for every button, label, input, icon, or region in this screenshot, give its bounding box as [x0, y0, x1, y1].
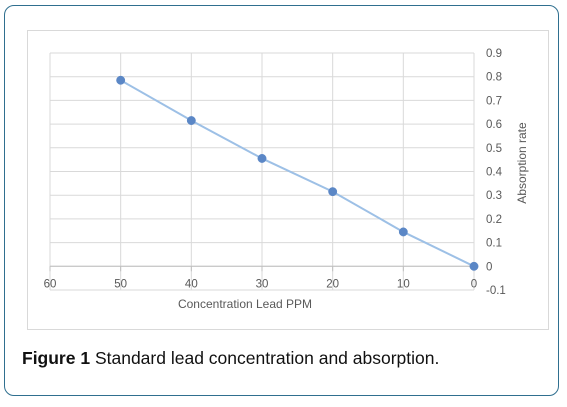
- x-tick-label: 50: [114, 278, 127, 290]
- y-tick-label: 0: [486, 261, 492, 273]
- series-layer: [116, 75, 479, 271]
- data-point: [116, 75, 126, 85]
- x-tick-label: 30: [256, 278, 269, 290]
- data-point: [469, 261, 479, 271]
- y-tick-label: 0.7: [486, 95, 502, 107]
- figure-frame: 60 50 40 30 20 10 0 -0.1 0 0.1 0.2 0.3 0.4 0.5 0.6 0.7…: [4, 5, 559, 396]
- line-chart: 60 50 40 30 20 10 0 -0.1 0 0.1 0.2 0.3 0.4 0.5 0.6 0.7…: [44, 48, 529, 311]
- figure-label: Figure 1: [22, 348, 91, 368]
- gridlines: [49, 52, 475, 291]
- x-tick-label: 20: [326, 278, 339, 290]
- x-tick-label: 60: [44, 278, 57, 290]
- y-tick-label: 0.6: [486, 119, 502, 131]
- x-tick-label: 0: [471, 278, 477, 290]
- y-tick-labels: -0.1 0 0.1 0.2 0.3 0.4 0.5 0.6 0.7 0.8 0.9: [486, 48, 506, 297]
- data-point: [398, 227, 408, 237]
- y-axis-title: Absorption rate: [515, 122, 529, 204]
- y-tick-label: 0.4: [486, 167, 503, 179]
- figure-caption: Figure 1 Standard lead concentration and…: [22, 348, 439, 369]
- data-point: [328, 187, 338, 197]
- y-tick-label: 0.1: [486, 238, 502, 250]
- x-tick-labels: 60 50 40 30 20 10 0: [44, 278, 478, 290]
- y-tick-label: 0.3: [486, 190, 502, 202]
- axes: [49, 265, 475, 272]
- chart-area: 60 50 40 30 20 10 0 -0.1 0 0.1 0.2 0.3 0.4 0.5 0.6 0.7…: [27, 30, 549, 330]
- y-tick-label: 0.5: [486, 143, 502, 155]
- data-point: [186, 116, 196, 125]
- x-tick-label: 40: [185, 278, 198, 290]
- figure-caption-text: Standard lead concentration and absorpti…: [94, 348, 440, 368]
- y-tick-label: 0.2: [486, 214, 502, 226]
- y-tick-label: 0.8: [486, 72, 502, 84]
- x-tick-label: 10: [397, 278, 410, 290]
- series-line: [120, 79, 475, 268]
- y-tick-label: 0.9: [486, 48, 502, 60]
- x-axis-title: Concentration Lead PPM: [178, 297, 312, 311]
- y-tick-label: -0.1: [486, 285, 506, 297]
- data-point: [257, 154, 267, 163]
